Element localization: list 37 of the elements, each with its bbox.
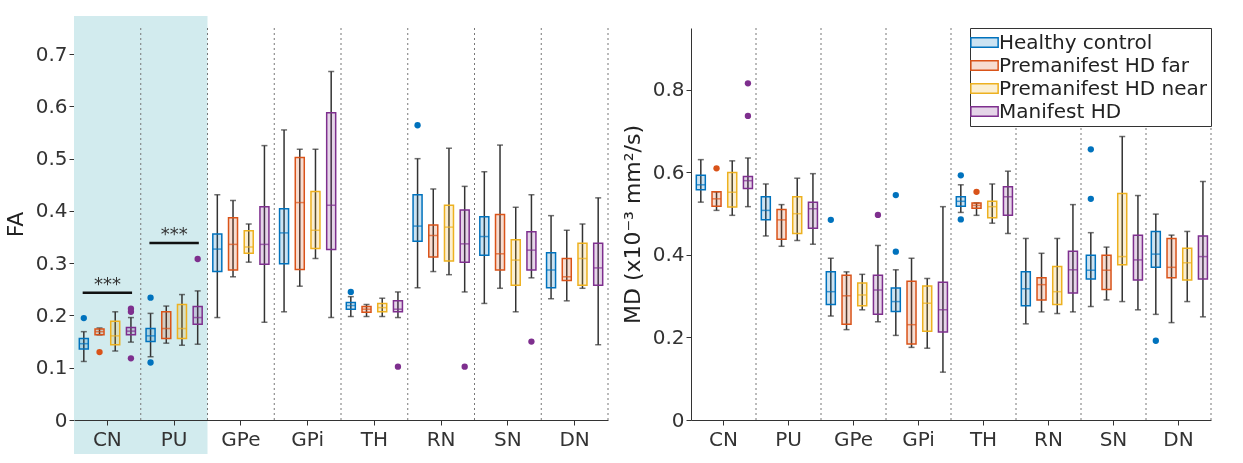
x-tick-label: CN [92, 426, 122, 451]
y-tick-label: 0.2 [652, 324, 685, 349]
y-tick-label: 0.2 [35, 302, 68, 327]
x-tick-label: GPi [291, 426, 324, 451]
x-tick-label: TH [968, 426, 998, 451]
y-tick-label: 0.1 [35, 355, 68, 380]
y-axis-title: MD (x10⁻³ mm²/s) [619, 124, 645, 325]
y-tick-label: 0.3 [35, 250, 68, 275]
x-tick-label: GPe [221, 426, 261, 451]
x-tick-label: GPe [833, 426, 874, 451]
y-tick-label: 0.6 [35, 93, 68, 118]
x-tick-label: PU [160, 426, 188, 451]
y-tick-label: 0 [671, 407, 685, 432]
x-tick-label: SN [494, 426, 522, 451]
y-tick-label: 0.4 [35, 198, 68, 223]
legend-label: Manifest HD [999, 98, 1122, 123]
legend-label: Premanifest HD near [999, 75, 1208, 100]
x-tick-label: RN [1034, 426, 1063, 451]
annotation: *** [93, 272, 121, 294]
x-tick-label: DN [559, 426, 590, 451]
x-tick-label: DN [1163, 426, 1194, 451]
y-tick-label: 0.5 [35, 146, 68, 171]
y-tick-label: 0.4 [652, 242, 685, 267]
annotation: *** [160, 223, 188, 245]
y-tick-label: 0.6 [652, 159, 685, 184]
legend-label: Healthy control [999, 29, 1153, 54]
y-tick-label: 0.7 [35, 41, 68, 66]
y-axis-title: FA [2, 211, 28, 238]
y-tick-label: 0.8 [652, 77, 685, 102]
x-tick-label: TH [359, 426, 389, 451]
x-tick-label: RN [426, 426, 456, 451]
legend-label: Premanifest HD far [999, 52, 1190, 77]
x-tick-label: SN [1099, 426, 1128, 451]
x-tick-label: CN [709, 426, 738, 451]
x-tick-label: PU [775, 426, 802, 451]
x-tick-label: GPi [902, 426, 935, 451]
y-tick-label: 0 [54, 407, 68, 432]
